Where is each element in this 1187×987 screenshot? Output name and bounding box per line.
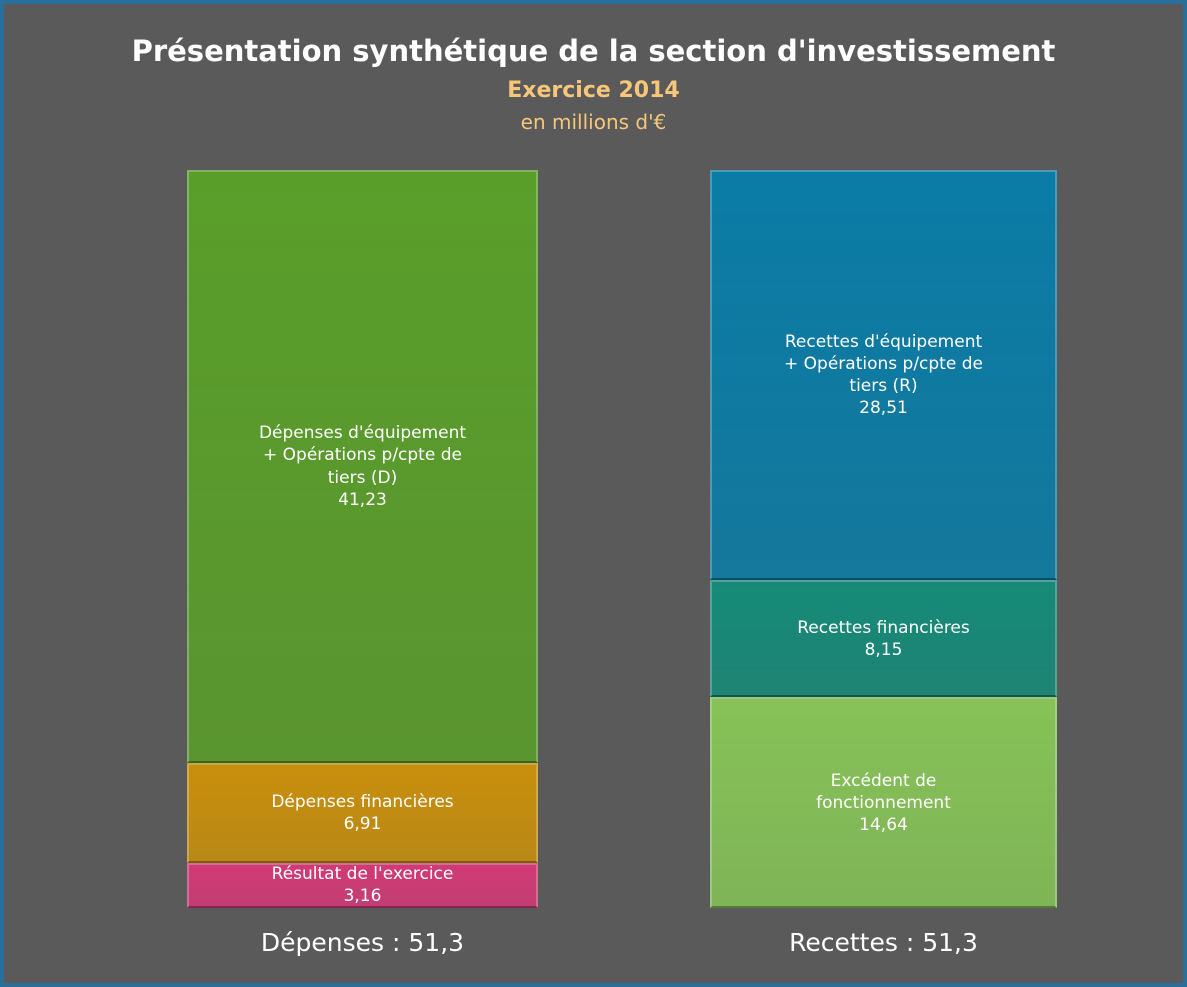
segment-label: Résultat de l'exercice: [271, 864, 454, 885]
segment-label: Recettes d'équipement + Opérations p/cpt…: [784, 331, 983, 397]
segment-label: Dépenses financières: [271, 791, 454, 812]
chart-subtitle: Exercice 2014: [507, 78, 680, 103]
value-label: 3,16: [343, 886, 382, 907]
segment-label: Recettes financières: [797, 617, 970, 638]
bar-segment: Résultat de l'exercice 3,16: [187, 862, 538, 908]
value-label: 41,23: [338, 489, 387, 510]
bar-segment: Dépenses d'équipement + Opérations p/cpt…: [187, 170, 538, 764]
unit-label: en millions d'€: [520, 110, 667, 134]
value-label: 8,15: [864, 639, 903, 660]
value-label: 28,51: [859, 398, 908, 419]
category-label: Recettes : 51,3: [789, 928, 978, 957]
bar-segment: Dépenses financières 6,91: [187, 763, 538, 863]
bar-segment: Excédent de fonctionnement 14,64: [710, 697, 1057, 908]
segment-label: Excédent de fonctionnement: [816, 770, 951, 813]
segment-label: Dépenses d'équipement + Opérations p/cpt…: [258, 423, 467, 488]
bar-segment: Recettes financières 8,15: [710, 580, 1057, 698]
bar-segment: Recettes d'équipement + Opérations p/cpt…: [710, 170, 1057, 581]
value-label: 14,64: [859, 814, 908, 835]
value-label: 6,91: [343, 813, 382, 834]
category-label: Dépenses : 51,3: [260, 928, 465, 957]
chart-title: Présentation synthétique de la section d…: [131, 34, 1056, 68]
